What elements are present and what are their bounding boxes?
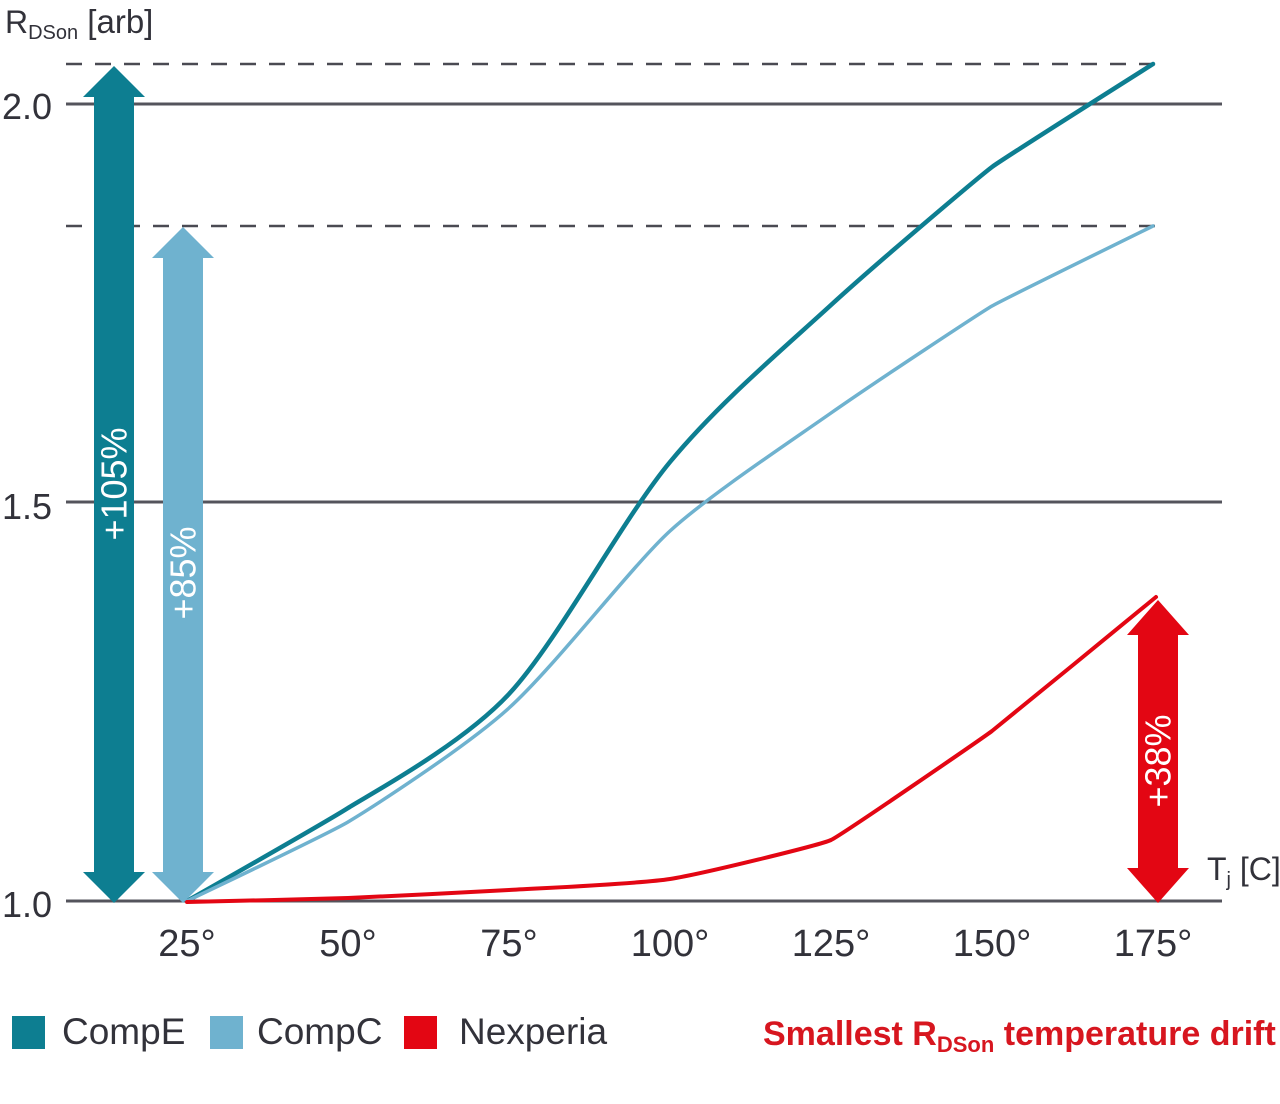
svg-text:Nexperia: Nexperia	[459, 1011, 607, 1052]
svg-text:CompC: CompC	[257, 1011, 382, 1052]
svg-text:CompE: CompE	[62, 1011, 185, 1052]
svg-text:25°: 25°	[158, 923, 215, 965]
svg-text:+85%: +85%	[163, 526, 204, 619]
svg-text:50°: 50°	[319, 923, 376, 965]
svg-text:100°: 100°	[631, 923, 710, 965]
svg-text:Tj [C]: Tj [C]	[1207, 851, 1280, 891]
svg-text:+38%: +38%	[1138, 714, 1179, 807]
svg-text:2.0: 2.0	[2, 86, 52, 127]
svg-text:+105%: +105%	[94, 427, 135, 540]
svg-text:1.5: 1.5	[2, 486, 52, 527]
svg-text:Smallest RDSon temperature dri: Smallest RDSon temperature drift	[763, 1015, 1276, 1057]
svg-text:1.0: 1.0	[2, 884, 52, 925]
svg-text:RDSon [arb]: RDSon [arb]	[5, 3, 153, 44]
svg-text:75°: 75°	[480, 923, 537, 965]
svg-text:125°: 125°	[792, 923, 871, 965]
svg-text:150°: 150°	[953, 923, 1032, 965]
svg-text:175°: 175°	[1114, 923, 1193, 965]
